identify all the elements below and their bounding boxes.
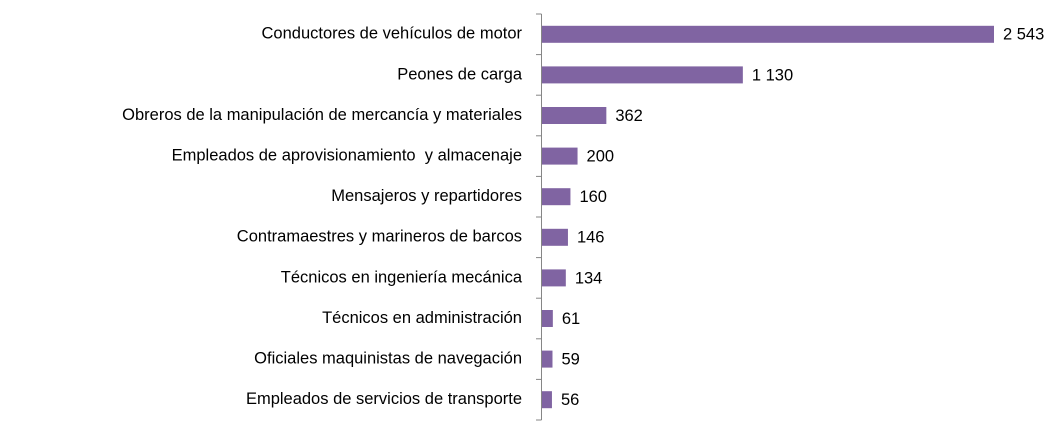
value-label: 1 130 <box>752 66 793 84</box>
value-label: 2 543 <box>1003 26 1044 44</box>
bar <box>542 350 553 368</box>
value-label: 160 <box>579 188 607 206</box>
category-label: Contramaestres y marineros de barcos <box>237 228 522 246</box>
category-label: Empleados de servicios de transporte <box>246 390 522 408</box>
category-label: Mensajeros y repartidores <box>331 187 522 205</box>
bar <box>542 66 743 84</box>
category-label: Oficiales maquinistas de navegación <box>254 349 522 367</box>
category-label: Técnicos en ingeniería mecánica <box>281 268 523 286</box>
value-label: 134 <box>575 269 603 287</box>
value-label: 61 <box>562 310 580 328</box>
value-label: 56 <box>561 391 579 409</box>
bar <box>542 391 552 409</box>
bar <box>542 188 571 206</box>
category-label: Obreros de la manipulación de mercancía … <box>122 106 522 124</box>
category-label: Técnicos en administración <box>322 309 522 327</box>
bar <box>542 25 994 43</box>
bar <box>542 269 566 287</box>
value-label: 362 <box>615 107 643 125</box>
category-label: Conductores de vehículos de motor <box>262 25 523 43</box>
bar <box>542 228 568 246</box>
category-label: Peones de carga <box>397 65 523 83</box>
bar <box>542 107 607 124</box>
bar <box>542 147 578 165</box>
bar <box>542 310 553 327</box>
value-label: 146 <box>577 229 605 247</box>
value-label: 200 <box>587 147 615 165</box>
value-label: 59 <box>561 350 579 368</box>
category-label: Empleados de aprovisionamiento y almacen… <box>172 146 522 164</box>
